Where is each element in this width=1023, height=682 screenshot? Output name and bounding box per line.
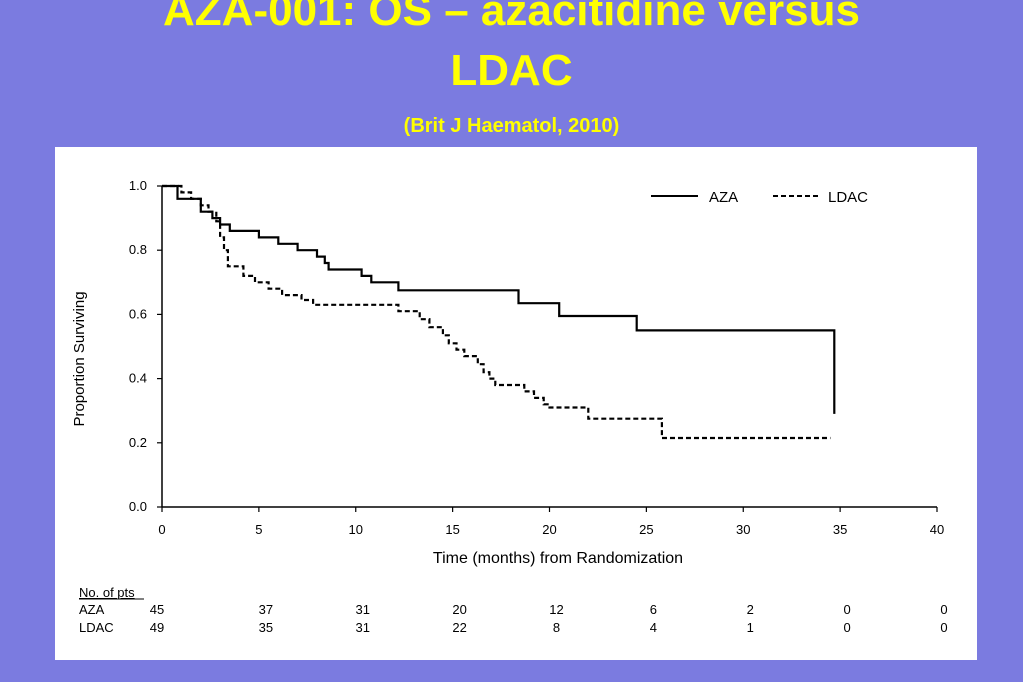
slide-subtitle: (Brit J Haematol, 2010) xyxy=(403,115,620,137)
x-tick-label: 40 xyxy=(930,522,944,537)
at-risk-value: 8 xyxy=(553,620,560,635)
at-risk-value: 45 xyxy=(150,602,164,617)
at-risk-value: 22 xyxy=(452,620,466,635)
x-axis-label: Time (months) from Randomization xyxy=(433,550,683,567)
at-risk-value: 35 xyxy=(259,620,273,635)
at-risk-table: No. of pts AZA LDAC 45 37 31 20 12 6 2 0 049 35 31… xyxy=(79,585,948,635)
x-tick-label: 20 xyxy=(542,522,556,537)
at-risk-value: 49 xyxy=(150,620,164,635)
series-line-aza xyxy=(162,184,836,414)
at-risk-header: No. of pts xyxy=(79,585,135,600)
at-risk-value: 0 xyxy=(940,602,947,617)
at-risk-value: 1 xyxy=(747,620,754,635)
x-tick-label: 25 xyxy=(639,522,653,537)
y-tick-label: 0.8 xyxy=(129,242,147,257)
at-risk-value: 12 xyxy=(549,602,563,617)
x-tick-label: 30 xyxy=(736,522,750,537)
x-tick-label: 35 xyxy=(833,522,847,537)
at-risk-value: 0 xyxy=(940,620,947,635)
at-risk-value: 0 xyxy=(844,602,851,617)
x-tick-label: 10 xyxy=(349,522,363,537)
at-risk-value: 20 xyxy=(452,602,466,617)
at-risk-value: 2 xyxy=(747,602,754,617)
at-risk-row-label-aza: AZA xyxy=(79,602,105,617)
at-risk-value: 31 xyxy=(356,620,370,635)
chart-panel: 0 5 10 15 20 25 30 35 40 0.0 0.2 0.4 0.6 0.8 1.0 Time… xyxy=(55,147,977,660)
at-risk-value: 31 xyxy=(356,602,370,617)
y-tick-label: 0.2 xyxy=(129,435,147,450)
survival-chart: 0 5 10 15 20 25 30 35 40 0.00.20.40.60.81.0 Time… xyxy=(71,178,948,635)
y-tick-label: 1.0 xyxy=(129,178,147,193)
slide-title: AZA-001: OS – azacitidine versus xyxy=(163,0,860,35)
at-risk-value: 0 xyxy=(844,620,851,635)
at-risk-value: 4 xyxy=(650,620,657,635)
y-tick-label: 0.4 xyxy=(129,371,147,386)
axes xyxy=(161,186,937,508)
at-risk-value: 6 xyxy=(650,602,657,617)
x-tick-label: 15 xyxy=(445,522,459,537)
series-line-ldac xyxy=(162,184,831,440)
at-risk-row-label-ldac: LDAC xyxy=(79,620,114,635)
y-tick-label: 0.0 xyxy=(129,499,147,514)
y-axis-label: Proportion Surviving xyxy=(71,291,88,426)
legend-label-ldac: LDAC xyxy=(828,189,868,206)
x-tick-label: 0 xyxy=(158,522,165,537)
legend-label-aza: AZA xyxy=(709,189,738,206)
y-tick-label: 0.6 xyxy=(129,306,147,321)
legend: AZA LDAC xyxy=(651,189,868,206)
slide-title-line2: LDAC xyxy=(450,46,573,95)
x-tick-label: 5 xyxy=(255,522,262,537)
at-risk-value: 37 xyxy=(259,602,273,617)
